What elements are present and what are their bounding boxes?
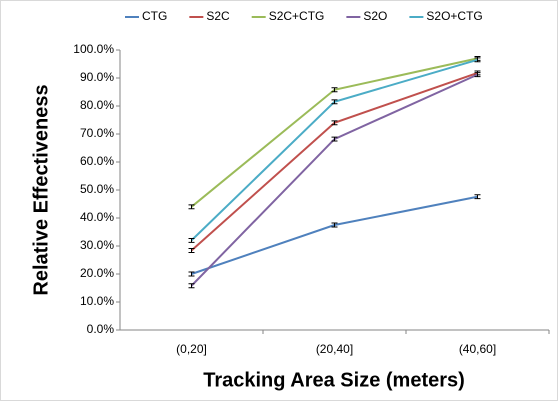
error-bar: [474, 194, 481, 200]
error-bar: [331, 120, 338, 126]
legend-label: S2O: [363, 9, 387, 23]
y-tick-label: 50.0%: [80, 182, 114, 196]
y-tick-label: 60.0%: [80, 154, 114, 168]
y-axis-title: Relative Effectiveness: [30, 84, 52, 295]
error-bar: [331, 99, 338, 105]
legend-label: CTG: [142, 9, 167, 23]
legend-label: S2C+CTG: [269, 9, 325, 23]
error-bar: [188, 271, 195, 277]
error-bar: [331, 222, 338, 228]
y-tick-label: 0.0%: [87, 322, 115, 336]
legend-label: S2C: [206, 9, 230, 23]
y-tick-label: 90.0%: [80, 70, 114, 84]
y-tick-label: 100.0%: [73, 42, 114, 56]
y-tick-label: 30.0%: [80, 238, 114, 252]
error-bar: [188, 283, 195, 289]
error-bar: [331, 136, 338, 142]
y-tick-label: 70.0%: [80, 126, 114, 140]
error-bar: [474, 57, 481, 63]
y-tick-label: 20.0%: [80, 266, 114, 280]
y-tick-label: 40.0%: [80, 210, 114, 224]
x-tick-label: (0,20]: [176, 342, 207, 356]
error-bar: [331, 87, 338, 93]
error-bar: [188, 237, 195, 243]
error-bar: [188, 204, 195, 210]
legend-label: S2O+CTG: [426, 9, 482, 23]
x-tick-label: (20,40]: [316, 342, 353, 356]
y-tick-label: 80.0%: [80, 98, 114, 112]
x-axis-title: Tracking Area Size (meters): [203, 369, 465, 391]
error-bar: [188, 248, 195, 253]
x-tick-label: (40,60]: [459, 342, 496, 356]
y-tick-label: 10.0%: [80, 294, 114, 308]
error-bar: [474, 72, 481, 78]
